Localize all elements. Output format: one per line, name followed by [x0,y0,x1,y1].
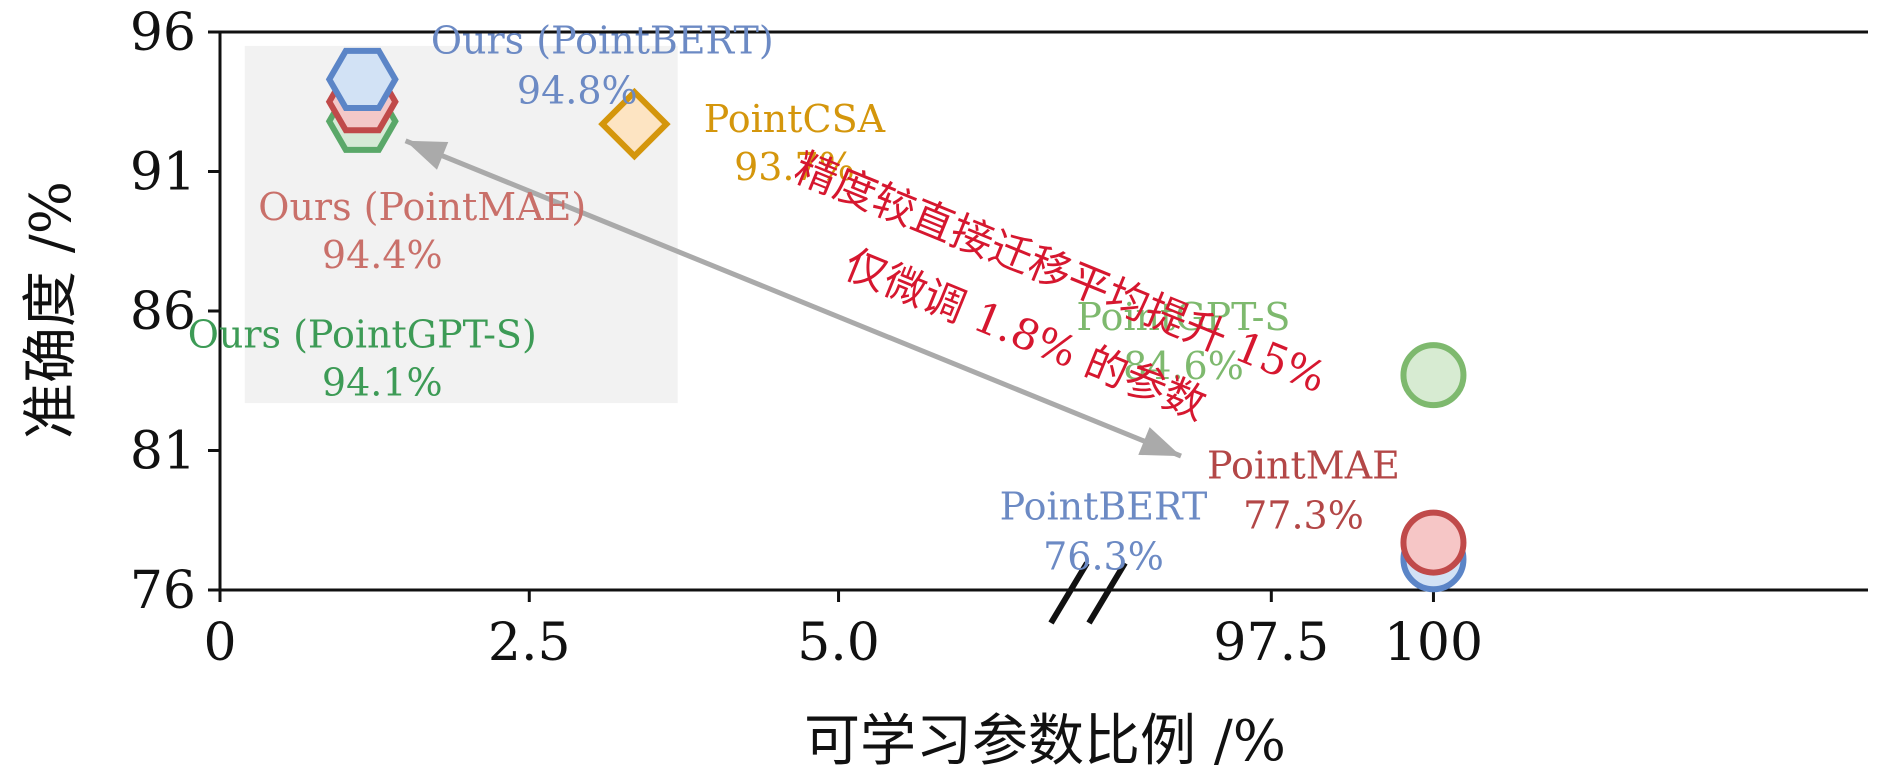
x-tick-label: 5.0 [797,613,880,673]
arrow-line [404,138,1182,459]
value-label-ours-pointmae: 94.4% [322,233,443,277]
point-pointgpt-s [1400,342,1467,409]
label-pointgpt-s: PointGPT-S [1076,295,1290,339]
x-tick-label: 97.5 [1213,613,1329,673]
label-pointbert: PointBERT [1000,484,1208,528]
x-axis-title: 可学习参数比例 /% [804,709,1286,774]
axis-break-mark [1048,561,1090,625]
label-ours-pointmae: Ours (PointMAE) [258,185,586,229]
value-label-pointcsa: 93.7% [734,145,855,189]
y-tick-label: 81 [130,422,196,482]
point-pointmae [1400,509,1467,576]
x-tick-label: 100 [1384,613,1483,673]
point-ours-pointbert [325,47,399,111]
label-ours-pointbert: Ours (PointBERT) [431,18,774,62]
value-label-ours-pointbert: 94.8% [517,68,638,112]
arrow-head-start [405,140,449,170]
point-pointcsa [598,87,671,161]
label-ours-pointgpt-s: Ours (PointGPT-S) [188,312,537,356]
y-tick-label: 91 [130,143,196,203]
value-label-pointgpt-s: 84.6% [1123,344,1244,388]
value-label-pointbert: 76.3% [1043,534,1164,578]
y-tick-label: 96 [130,3,196,63]
value-label-pointmae: 77.3% [1243,494,1364,538]
value-label-ours-pointgpt-s: 94.1% [322,360,443,404]
arrow-head-end [1138,427,1181,457]
axis-break-mark [1086,561,1128,625]
x-tick-label: 2.5 [488,613,571,673]
y-axis-title: 准确度 /% [19,181,84,439]
x-tick-label: 0 [203,613,236,673]
label-pointcsa: PointCSA [704,97,886,141]
y-tick-label: 86 [130,282,196,342]
label-pointmae: PointMAE [1207,444,1400,488]
y-tick-label: 76 [130,561,196,621]
